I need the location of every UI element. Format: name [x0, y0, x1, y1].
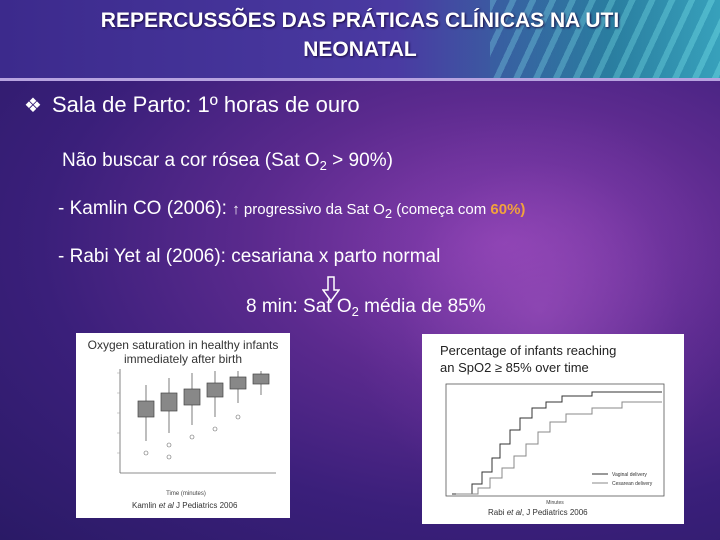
figure2-title-line1: Percentage of infants reaching: [440, 343, 617, 358]
figure2-title: Percentage of infants reaching an SpO2 ≥…: [440, 342, 675, 376]
line2-subscript: 2: [384, 206, 393, 221]
figure2-xlabel: Minutes: [546, 500, 564, 506]
line2-highlight: 60%): [490, 201, 526, 218]
text-line-2: - Kamlin CO (2006): ↑ progressivo da Sat…: [58, 198, 525, 221]
text-line-1: Não buscar a cor rósea (Sat O2 > 90%): [62, 150, 393, 173]
figure1-citation-author: Kamlin: [132, 501, 159, 510]
line4-text-b: média de 85%: [358, 296, 486, 317]
figure2-plot: Vaginal delivery Cesarean delivery Minut…: [445, 383, 665, 506]
figure1-xlabel: Time (minutes): [166, 491, 206, 497]
figure2-legend-vaginal: Vaginal delivery: [612, 472, 647, 478]
figure1-citation-rest: J Pediatrics 2006: [173, 501, 238, 510]
line4-subscript: 2: [351, 304, 359, 319]
figure1-title-line1: Oxygen saturation in healthy infants: [87, 338, 279, 352]
oxygen-saturation-boxplot-figure: Oxygen saturation in healthy infants imm…: [76, 333, 290, 518]
title-underline: [0, 78, 720, 81]
slide-title: REPERCUSSÕES DAS PRÁTICAS CLÍNICAS NA UT…: [0, 6, 720, 64]
line4-text-a: 8 min: Sat O: [246, 296, 352, 317]
down-arrow-icon: [322, 276, 340, 302]
title-decoration: [490, 0, 720, 78]
line2-text-b: ↑ progressivo da Sat O: [232, 201, 385, 218]
figure2-citation: Rabi et al, J Pediatrics 2006: [488, 508, 588, 517]
line2-text-c: (começa com: [392, 201, 491, 218]
line2-text-a: - Kamlin CO (2006):: [58, 198, 233, 219]
line1-text-a: Não buscar a cor rósea (Sat O: [62, 150, 320, 171]
line1-text-b: > 90%): [326, 150, 393, 171]
line1-subscript: 2: [319, 158, 327, 173]
figure2-citation-etal: et al: [506, 508, 522, 517]
figure1-citation-etal: et al: [158, 501, 174, 510]
title-bar: [0, 0, 720, 78]
diamond-bullet-icon: ❖: [24, 95, 42, 117]
bullet-heading: ❖ Sala de Parto: 1º horas de ouro: [24, 92, 360, 118]
figure1-title: Oxygen saturation in healthy infants imm…: [76, 338, 290, 366]
figure2-title-line2: an SpO2 ≥ 85% over time: [440, 360, 589, 375]
spo2-percentage-figure: Percentage of infants reaching an SpO2 ≥…: [422, 334, 684, 524]
figure2-citation-author: Rabi: [488, 508, 507, 517]
figure1-plot: Time (minutes): [117, 369, 276, 497]
figure1-citation: Kamlin et al J Pediatrics 2006: [132, 501, 237, 510]
slide-title-line1: REPERCUSSÕES DAS PRÁTICAS CLÍNICAS NA UT…: [100, 9, 620, 32]
bullet-text: Sala de Parto: 1º horas de ouro: [51, 92, 360, 117]
figure1-title-line2: immediately after birth: [123, 352, 243, 366]
text-line-3: - Rabi Yet al (2006): cesariana x parto …: [58, 246, 441, 267]
figure2-legend-cesarean: Cesarean delivery: [612, 481, 653, 487]
text-line-4: 8 min: Sat O2 média de 85%: [246, 296, 486, 319]
slide-title-line2: NEONATAL: [303, 38, 417, 61]
figure2-citation-rest: , J Pediatrics 2006: [521, 508, 588, 517]
